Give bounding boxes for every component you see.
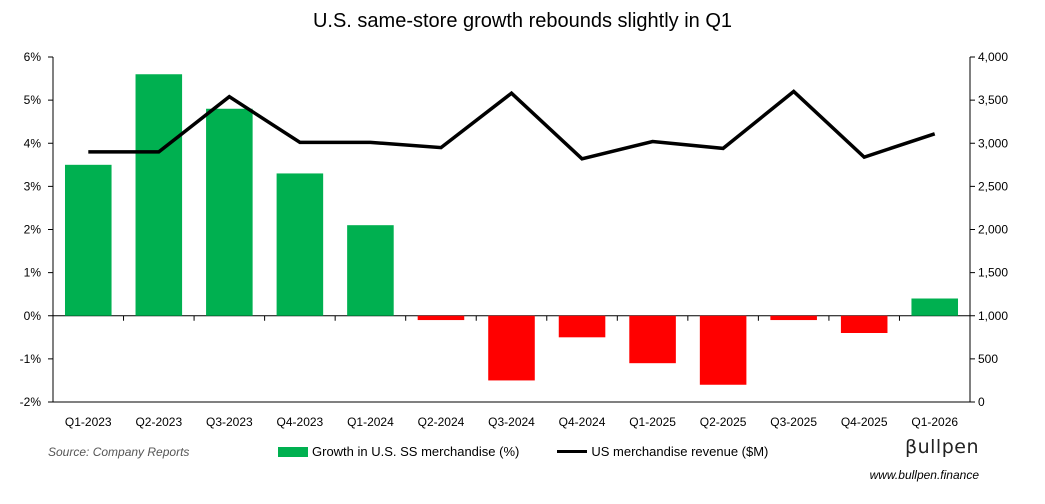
legend-label-revenue: US merchandise revenue ($M) [591, 444, 769, 459]
y-left-tick-label: 5% [24, 93, 42, 107]
legend: Growth in U.S. SS merchandise (%) US mer… [278, 444, 768, 459]
x-tick-label: Q1-2026 [911, 415, 958, 429]
y-left-tick-label: 0% [24, 309, 42, 323]
y-right-tick-label: 4,000 [978, 50, 1008, 64]
x-tick-label: Q3-2024 [488, 415, 535, 429]
y-left-tick-label: 2% [24, 223, 42, 237]
revenue-line [88, 89, 936, 161]
bar [276, 173, 324, 316]
bar [699, 315, 747, 385]
legend-swatch-line [557, 450, 588, 453]
y-right-tick-label: 500 [978, 352, 998, 366]
legend-item-growth: Growth in U.S. SS merchandise (%) [278, 444, 519, 459]
website-text: www.bullpen.finance [869, 468, 979, 482]
x-tick-label: Q2-2025 [700, 415, 747, 429]
y-right-tick-label: 3,500 [978, 93, 1008, 107]
y-left-tick-label: 4% [24, 136, 42, 150]
x-tick-label: Q4-2025 [841, 415, 888, 429]
legend-swatch-bar [278, 446, 308, 457]
x-tick-label: Q1-2023 [65, 415, 112, 429]
x-tick-label: Q4-2024 [559, 415, 606, 429]
y-right-tick-label: 2,500 [978, 179, 1008, 193]
y-left-tick-label: 6% [24, 50, 42, 64]
legend-item-revenue: US merchandise revenue ($M) [557, 444, 768, 459]
bar [911, 298, 959, 316]
chart-title: U.S. same-store growth rebounds slightly… [312, 10, 733, 32]
brand-logo: βullpen [904, 436, 979, 458]
x-tick-label: Q3-2025 [770, 415, 817, 429]
y-left-tick-label: 3% [24, 179, 42, 193]
y-left-tick-label: -2% [20, 395, 42, 409]
bar [135, 74, 183, 316]
x-tick-label: Q1-2024 [347, 415, 394, 429]
y-right-tick-label: 3,000 [978, 136, 1008, 150]
bar [488, 315, 535, 381]
x-tick-label: Q2-2024 [418, 415, 465, 429]
y-right-tick-label: 1,500 [978, 266, 1008, 280]
bar [64, 164, 112, 316]
y-right-tick-label: 2,000 [978, 223, 1008, 237]
y-left-tick-label: -1% [20, 352, 42, 366]
bar [347, 225, 394, 316]
bar [558, 315, 606, 338]
bar [840, 315, 888, 333]
legend-label-growth: Growth in U.S. SS merchandise (%) [312, 444, 520, 459]
bar [770, 315, 817, 321]
bar [206, 108, 253, 316]
x-tick-label: Q1-2025 [629, 415, 676, 429]
y-right-tick-label: 1,000 [978, 309, 1008, 323]
source-note: Source: Company Reports [48, 445, 190, 459]
x-tick-label: Q3-2023 [206, 415, 253, 429]
combo-chart: -2% -1% 0% 1% 2% 3% 4% 5% 6% 0 500 1,000 1,500 2,000 2… [20, 50, 1009, 429]
x-tick-label: Q4-2023 [277, 415, 324, 429]
x-tick-label: Q2-2023 [135, 415, 182, 429]
y-left-tick-label: 1% [24, 266, 42, 280]
bar [629, 315, 676, 364]
bar [417, 315, 465, 321]
y-right-tick-label: 0 [978, 395, 985, 409]
